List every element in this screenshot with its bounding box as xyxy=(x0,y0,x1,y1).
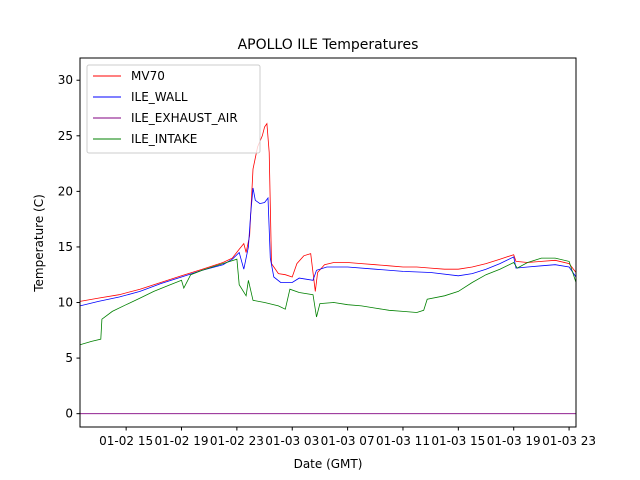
y-tick-label: 30 xyxy=(58,73,73,87)
x-tick-label: 01-03 11 xyxy=(376,434,430,448)
y-tick-label: 25 xyxy=(58,129,73,143)
x-tick-label: 01-02 19 xyxy=(155,434,209,448)
y-tick-label: 10 xyxy=(58,296,73,310)
legend-label: ILE_INTAKE xyxy=(131,132,197,146)
legend-label: ILE_EXHAUST_AIR xyxy=(131,111,238,125)
plot-frame xyxy=(79,57,577,428)
x-tick-label: 01-03 23 xyxy=(542,434,596,448)
x-tick-label: 01-02 23 xyxy=(210,434,264,448)
x-tick-label: 01-03 19 xyxy=(487,434,541,448)
y-tick-label: 20 xyxy=(58,184,73,198)
legend-box xyxy=(86,64,261,154)
x-tick-label: 01-02 15 xyxy=(99,434,153,448)
plot-lines xyxy=(80,122,576,415)
y-tick-label: 15 xyxy=(58,240,73,254)
x-tick-label: 01-03 15 xyxy=(431,434,485,448)
y-tick-label: 5 xyxy=(65,351,73,365)
series-line-mv70 xyxy=(80,122,576,302)
series-line-ile-intake xyxy=(80,257,576,346)
y-axis-label: Temperature (C) xyxy=(32,194,46,293)
x-axis-label: Date (GMT) xyxy=(294,457,363,471)
series-line-ile-wall xyxy=(80,187,576,307)
x-tick-label: 01-03 07 xyxy=(321,434,375,448)
chart-title: APOLLO ILE Temperatures xyxy=(238,37,419,53)
y-tick-label: 0 xyxy=(65,407,73,421)
x-tick-label: 01-03 03 xyxy=(265,434,319,448)
legend: MV70 ILE_WALL ILE_EXHAUST_AIR ILE_INTAKE xyxy=(86,64,261,154)
legend-label: ILE_WALL xyxy=(131,90,188,104)
legend-label: MV70 xyxy=(131,69,165,83)
